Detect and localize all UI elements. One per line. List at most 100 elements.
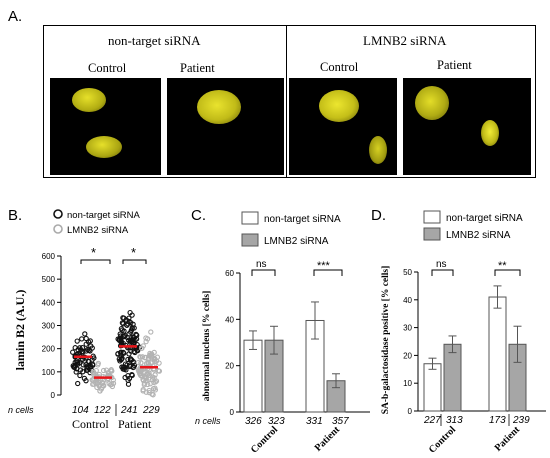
panel-b-point bbox=[82, 331, 88, 337]
panel-b-point bbox=[132, 349, 138, 356]
panel-b-point bbox=[135, 367, 141, 373]
panel-c-ytick-label: 60 bbox=[225, 269, 234, 278]
panel-b-point bbox=[80, 369, 86, 375]
legend-grey-swatch bbox=[241, 233, 259, 247]
panel-b-point bbox=[120, 333, 126, 340]
panel-d-bar bbox=[488, 296, 507, 412]
panel-b-point bbox=[126, 315, 132, 321]
condition-label-patient-1: Patient bbox=[180, 61, 215, 75]
panel-b-point bbox=[126, 375, 133, 382]
panel-d-group-control: Control bbox=[427, 424, 458, 455]
panel-b-point bbox=[142, 355, 148, 361]
panel-b-point bbox=[144, 336, 151, 342]
panel-c-legend-non-target: non-target siRNA bbox=[264, 214, 341, 225]
panel-d-n-4: 239 bbox=[512, 415, 530, 426]
panel-b-bracket-patient bbox=[122, 259, 147, 264]
panel-b-point bbox=[128, 339, 135, 345]
panel-c-n-label: n cells bbox=[195, 416, 221, 426]
panel-c-n-1: 326 bbox=[245, 416, 262, 427]
panel-d-n-3: 173 bbox=[489, 415, 506, 426]
panel-c-sig-patient: *** bbox=[317, 260, 331, 272]
panel-b-point bbox=[135, 359, 141, 366]
panel-b-point bbox=[129, 312, 135, 318]
panel-b-sig-control: * bbox=[91, 245, 96, 260]
panel-b-point bbox=[84, 365, 90, 371]
panel-b-n-4: 229 bbox=[142, 405, 160, 416]
panel-d-ytick-label: 40 bbox=[403, 296, 412, 305]
panel-b-point bbox=[148, 329, 154, 335]
panel-b-point bbox=[77, 345, 83, 351]
panel-a-frame bbox=[43, 25, 536, 178]
panel-d-ytick-label: 50 bbox=[403, 268, 412, 277]
panel-b-n-1: 104 bbox=[72, 405, 89, 416]
panel-b-point bbox=[129, 326, 135, 332]
nucleus bbox=[86, 136, 122, 158]
group-title-non-target: non-target siRNA bbox=[108, 33, 201, 48]
panel-c-sig-control: ns bbox=[256, 259, 267, 270]
panel-b-group-patient: Patient bbox=[118, 417, 152, 431]
panel-b-point bbox=[103, 367, 110, 373]
panel-b-point bbox=[127, 356, 134, 362]
panel-b-point bbox=[119, 327, 125, 333]
legend-dark-marker bbox=[53, 209, 63, 219]
panel-b-n-2: 122 bbox=[94, 405, 111, 416]
panel-b-point bbox=[125, 356, 131, 363]
panel-b-point bbox=[155, 368, 162, 374]
panel-d-sig-control: ns bbox=[436, 259, 447, 270]
micrograph-nontarget-control bbox=[50, 78, 161, 175]
panel-d-ytick-label: 10 bbox=[403, 379, 412, 388]
panel-b-point bbox=[154, 354, 161, 360]
micrograph-lmnb2-patient bbox=[403, 78, 531, 175]
panel-b-point bbox=[83, 335, 89, 342]
legend-grey-swatch bbox=[423, 227, 441, 241]
panel-b-point bbox=[100, 367, 107, 374]
panel-c-ytick-label: 20 bbox=[225, 362, 234, 371]
panel-c-bracket-patient bbox=[313, 269, 343, 276]
condition-label-patient-2: Patient bbox=[437, 58, 472, 72]
nucleus bbox=[481, 120, 499, 146]
panel-b-bracket-control bbox=[80, 259, 111, 264]
panel-b-point bbox=[73, 369, 79, 375]
panel-b-point bbox=[100, 383, 106, 389]
panel-b-n-label: n cells bbox=[8, 405, 34, 415]
panel-b-point bbox=[74, 338, 80, 344]
panel-b-point bbox=[109, 381, 115, 387]
panel-b-ytick-label: 100 bbox=[42, 368, 56, 377]
panel-b-point bbox=[83, 378, 89, 384]
panel-b-ytick-label: 400 bbox=[42, 298, 56, 307]
panel-c-ylabel: abnormal nucleus [% cells] bbox=[202, 291, 212, 402]
panel-b-ylabel: lamin B2 (A.U.) bbox=[13, 290, 27, 371]
panel-b-point bbox=[106, 370, 112, 377]
panel-b-point bbox=[124, 362, 130, 368]
micrograph-nontarget-patient bbox=[167, 78, 284, 175]
micrograph-lmnb2-control bbox=[289, 78, 397, 175]
panel-b-ytick-label: 600 bbox=[42, 252, 56, 261]
panel-d-n-1: 227 bbox=[423, 415, 441, 426]
panel-b-point bbox=[140, 388, 146, 394]
panel-b-point bbox=[139, 345, 145, 351]
panel-d-sig-patient: ** bbox=[498, 260, 507, 272]
panel-b-point bbox=[116, 356, 122, 362]
panel-b-group-control: Control bbox=[72, 417, 109, 431]
panel-b-point bbox=[119, 364, 125, 370]
panel-b-point bbox=[95, 362, 101, 368]
panel-b-point bbox=[126, 351, 132, 357]
panel-b-point bbox=[144, 377, 150, 384]
panel-b-point bbox=[124, 322, 130, 328]
panel-b-point bbox=[93, 367, 99, 374]
panel-b-point bbox=[139, 373, 145, 379]
panel-a-divider bbox=[286, 25, 287, 178]
panel-d-group-patient: Patient bbox=[493, 424, 523, 454]
panel-b-point bbox=[152, 379, 159, 385]
panel-b-point bbox=[148, 360, 154, 366]
panel-d-ylabel: SA-b-galactosidase positive [% cells] bbox=[381, 266, 391, 415]
panel-d-bar bbox=[423, 363, 442, 412]
panel-b-point bbox=[87, 338, 93, 344]
panel-d-bracket-patient bbox=[494, 269, 521, 276]
panel-b-point bbox=[75, 380, 81, 387]
panel-b-point bbox=[131, 340, 137, 346]
panel-b-point bbox=[153, 378, 160, 384]
panel-c-n-3: 331 bbox=[306, 416, 323, 427]
